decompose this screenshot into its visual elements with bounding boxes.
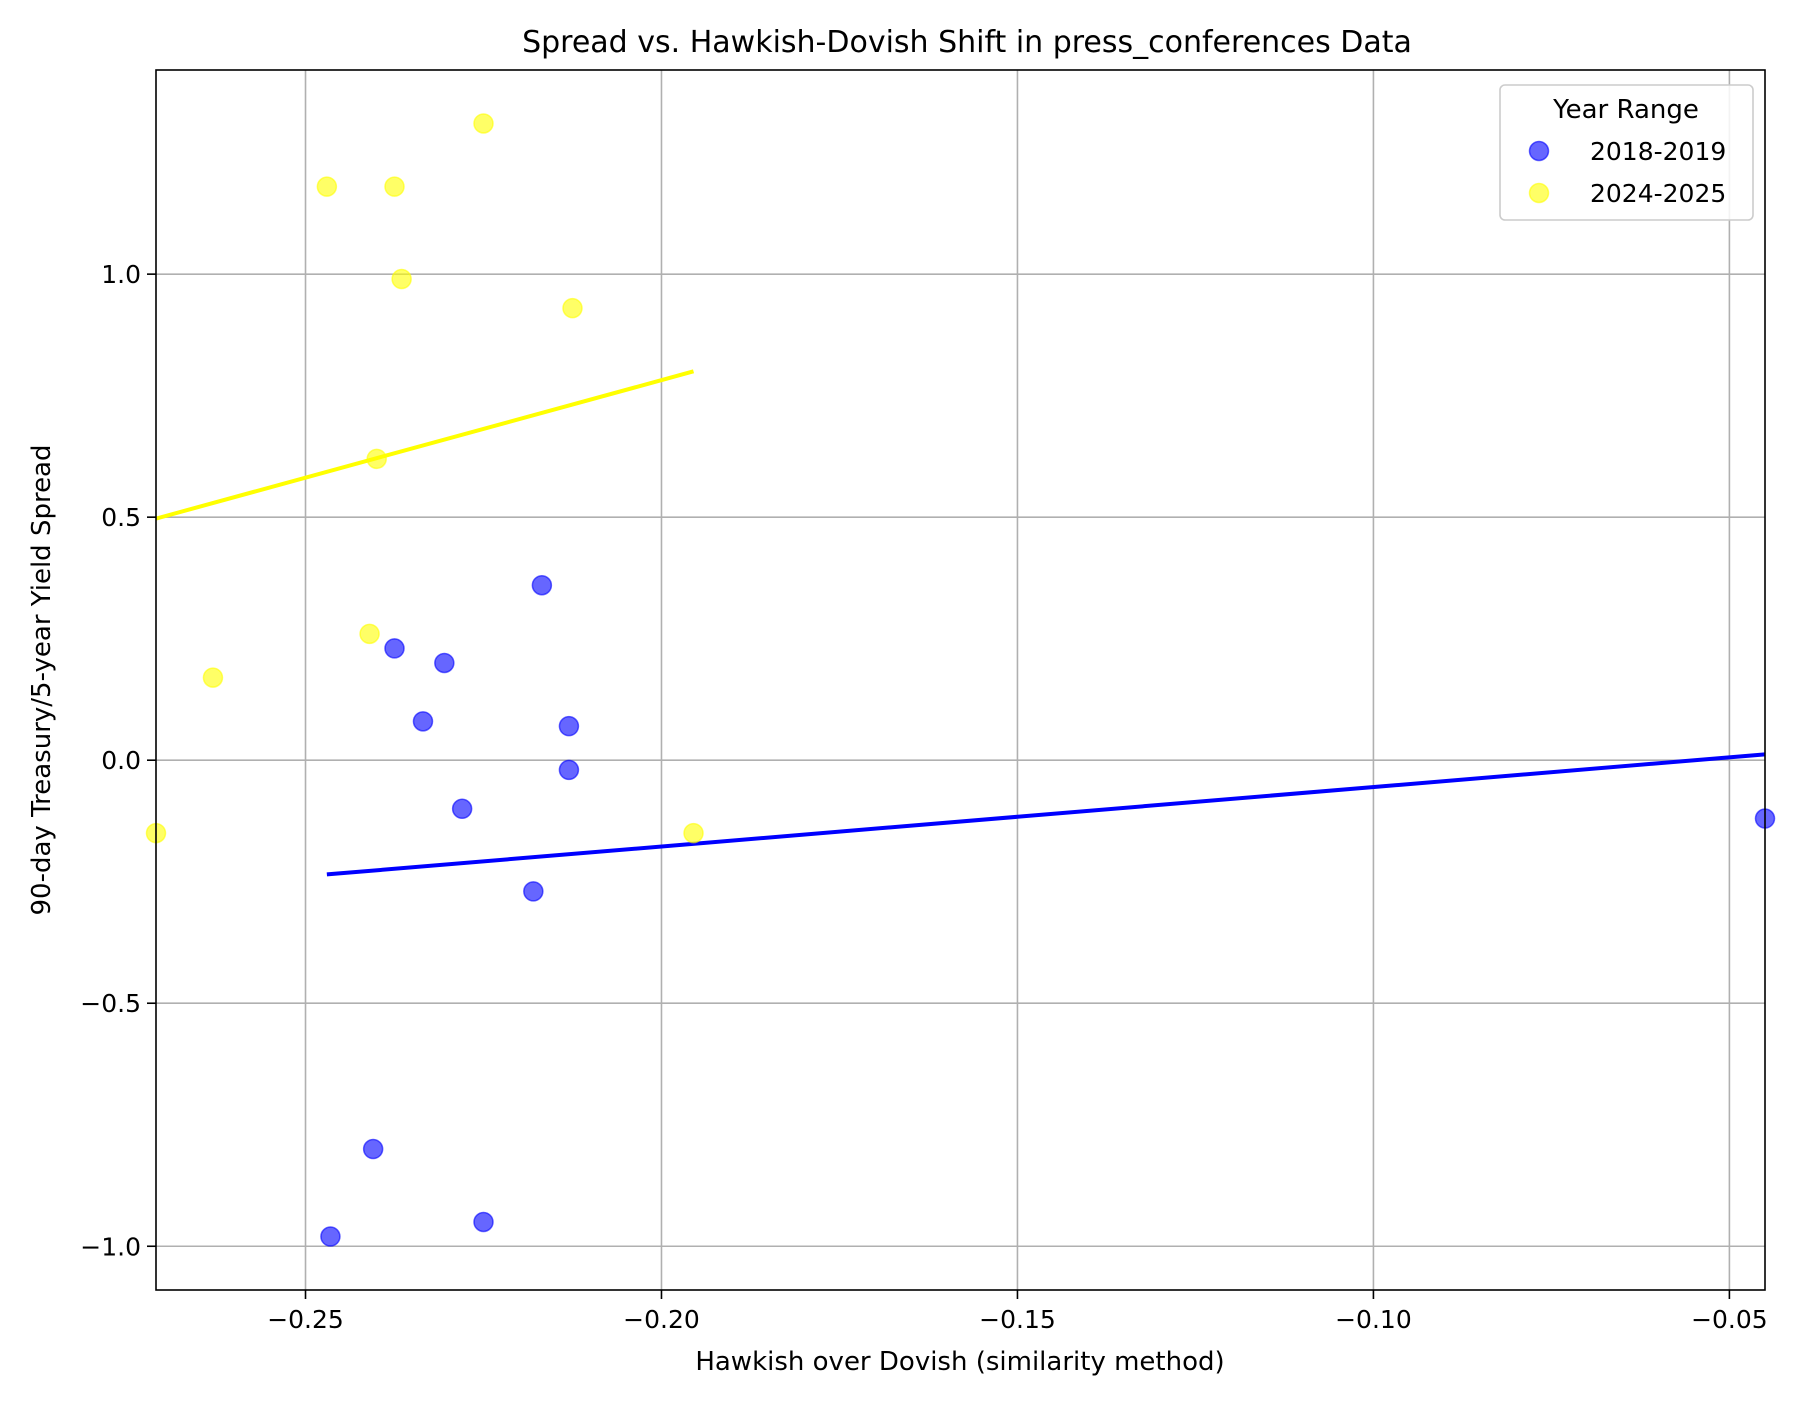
trendline-2018-2019 xyxy=(326,752,1766,877)
legend-marker-2018-2019 xyxy=(1528,140,1550,162)
y-tick-label: −0.5 xyxy=(80,989,141,1018)
x-tick-label: −0.15 xyxy=(979,1305,1056,1334)
data-point-2024-2025[interactable] xyxy=(316,176,338,197)
ticks-layer: −0.25 −0.20 −0.15 −0.10 −0.05 −1.0 −0.5 0.0 0.5 1… xyxy=(80,260,1767,1334)
data-point-2018-2019[interactable] xyxy=(362,1138,384,1160)
data-point-2024-2025[interactable] xyxy=(473,113,494,134)
plot-area-frame xyxy=(155,69,1766,1291)
y-tick-label: 1.0 xyxy=(101,260,141,289)
data-point-2024-2025[interactable] xyxy=(683,822,704,844)
data-point-2018-2019[interactable] xyxy=(531,574,553,596)
data-point-2018-2019[interactable] xyxy=(434,652,455,674)
data-point-2018-2019[interactable] xyxy=(320,1226,341,1247)
legend-items: 2018-2019 2024-2025 xyxy=(1528,137,1726,208)
x-tick-label: −0.05 xyxy=(1691,1305,1768,1334)
data-point-2024-2025[interactable] xyxy=(391,268,412,290)
legend-marker-2024-2025 xyxy=(1528,182,1550,204)
legend[interactable]: Year Range 2018-2019 2024-2025 xyxy=(1499,84,1754,221)
grid-layer xyxy=(156,70,1765,1290)
data-point-2018-2019[interactable] xyxy=(412,711,434,732)
data-point-2018-2019[interactable] xyxy=(473,1211,494,1233)
data-point-2018-2019[interactable] xyxy=(451,798,473,820)
data-point-2018-2019[interactable] xyxy=(384,638,405,659)
data-point-2024-2025[interactable] xyxy=(202,667,224,688)
trendline-layer xyxy=(155,369,1766,877)
legend-title: Year Range xyxy=(1552,95,1699,125)
data-point-2024-2025[interactable] xyxy=(366,448,387,470)
y-tick-label: 0.5 xyxy=(101,503,141,532)
data-point-2018-2019[interactable] xyxy=(523,881,544,902)
y-tick-label: −1.0 xyxy=(80,1232,141,1261)
points-layer xyxy=(145,113,1776,1247)
chart-title: Spread vs. Hawkish-Dovish Shift in press… xyxy=(522,25,1412,60)
data-point-2018-2019[interactable] xyxy=(558,759,580,781)
data-point-2024-2025[interactable] xyxy=(359,623,380,645)
data-point-2018-2019[interactable] xyxy=(558,715,580,737)
y-axis-label: 90-day Treasury/5-year Yield Spread xyxy=(27,445,57,916)
legend-box xyxy=(1499,84,1754,221)
trendline-2024-2025 xyxy=(155,369,695,521)
x-tick-label: −0.10 xyxy=(1335,1305,1412,1334)
legend-label-2024-2025: 2024-2025 xyxy=(1590,179,1726,208)
x-tick-label: −0.25 xyxy=(267,1305,344,1334)
y-tick-label: 0.0 xyxy=(101,746,141,775)
data-point-2024-2025[interactable] xyxy=(384,176,405,197)
x-tick-label: −0.20 xyxy=(623,1305,700,1334)
legend-label-2018-2019: 2018-2019 xyxy=(1590,137,1726,166)
x-axis-label: Hawkish over Dovish (similarity method) xyxy=(695,1347,1224,1377)
data-point-2024-2025[interactable] xyxy=(562,297,583,319)
